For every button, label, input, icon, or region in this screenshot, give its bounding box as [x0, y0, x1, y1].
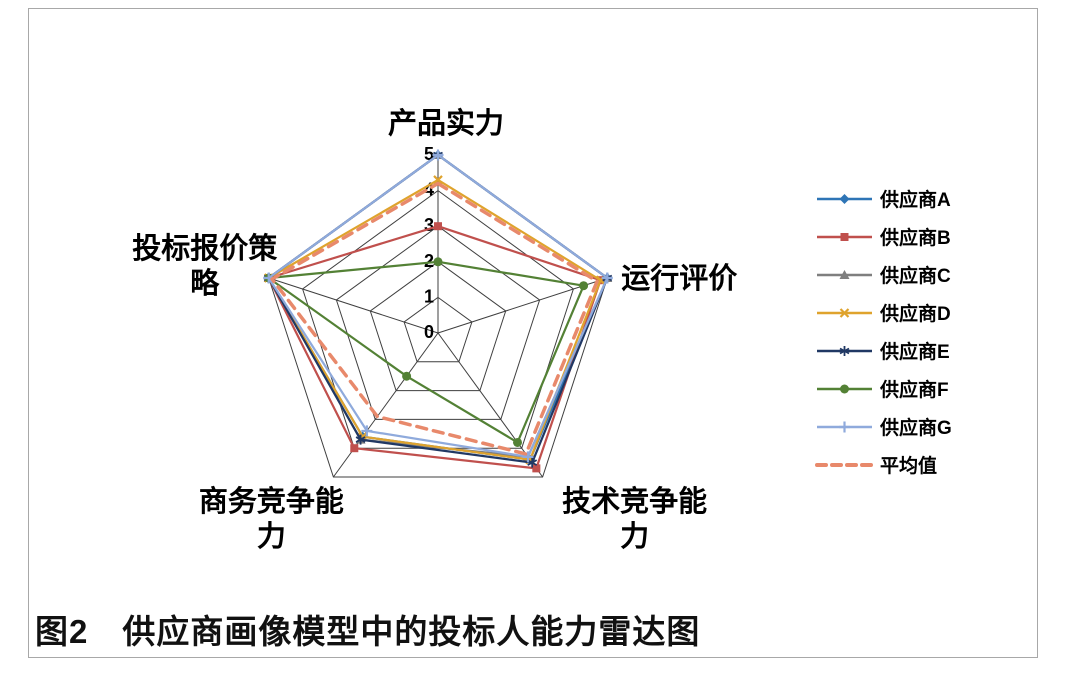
axis-label: 略 [190, 267, 220, 300]
marker-circle-icon [513, 437, 523, 447]
legend-label: 平均值 [880, 454, 937, 477]
axis-label: 技术竞争能 [562, 484, 707, 518]
axis-label: 投标报价策 [132, 231, 278, 265]
tick-label: 0 [424, 322, 434, 342]
marker-circle-icon [433, 257, 443, 267]
series-3-line [267, 178, 602, 461]
legend-label: 供应商F [879, 378, 949, 401]
series-7-line [270, 181, 599, 456]
marker-plus-icon [432, 149, 444, 161]
tick-label: 5 [424, 144, 434, 164]
marker-plus-icon [601, 272, 613, 284]
tick-label: 4 [424, 180, 434, 200]
series-5-line [267, 260, 585, 444]
marker-diamond-icon [839, 194, 850, 204]
radar-chart: 012345产品实力运行评价技术竞争能力商务竞争能力投标报价策略供应商A供应商B… [132, 106, 952, 553]
marker-plus-icon [839, 421, 850, 433]
axis-label: 运行评价 [621, 262, 738, 295]
tick-label: 1 [424, 286, 434, 306]
tick-label: 3 [424, 215, 434, 235]
axis-spoke [268, 277, 439, 334]
legend-label: 供应商G [879, 416, 952, 439]
legend-label: 供应商B [879, 226, 951, 249]
legend-label: 供应商D [879, 302, 951, 325]
marker-circle-icon [579, 281, 589, 291]
axis-spoke [332, 332, 439, 478]
axis-spoke [437, 277, 608, 334]
axis-label: 商务竞争能 [199, 484, 344, 518]
marker-square-icon [350, 444, 359, 453]
series-6-line [267, 153, 609, 458]
tick-label: 2 [424, 251, 434, 271]
figure-frame: 0 1 2 3 4 5 产品实力 运行评价 技术竞争能力商务竞争能力投标报价策略供应商A 供应商B… [28, 8, 1038, 658]
marker-circle-icon [840, 384, 849, 394]
marker-square-icon [840, 233, 849, 241]
legend-label: 供应商E [879, 340, 950, 363]
marker-square-icon [532, 464, 541, 473]
grid-ring [403, 296, 473, 363]
marker-asterisk-icon [355, 434, 366, 445]
marker-x-icon [839, 308, 850, 318]
axis-label: 力 [620, 520, 649, 553]
axis-label: 力 [257, 520, 286, 553]
grid-ring [369, 261, 507, 392]
marker-plus-icon [361, 425, 373, 437]
marker-plus-icon [522, 451, 534, 463]
figure-caption: 图2 供应商画像模型中的投标人能力雷达图 [35, 613, 701, 650]
marker-asterisk-icon [839, 346, 850, 356]
axis-label: 产品实力 [388, 106, 504, 140]
grid-ring [335, 225, 541, 420]
legend-label: 供应商C [879, 264, 951, 287]
series-1-line [267, 225, 602, 470]
marker-circle-icon [402, 371, 412, 381]
marker-triangle-icon [839, 270, 850, 279]
legend-label: 供应商A [879, 188, 951, 211]
marker-asterisk-icon [527, 457, 538, 468]
marker-square-icon [434, 222, 442, 231]
marker-x-icon [433, 175, 443, 185]
